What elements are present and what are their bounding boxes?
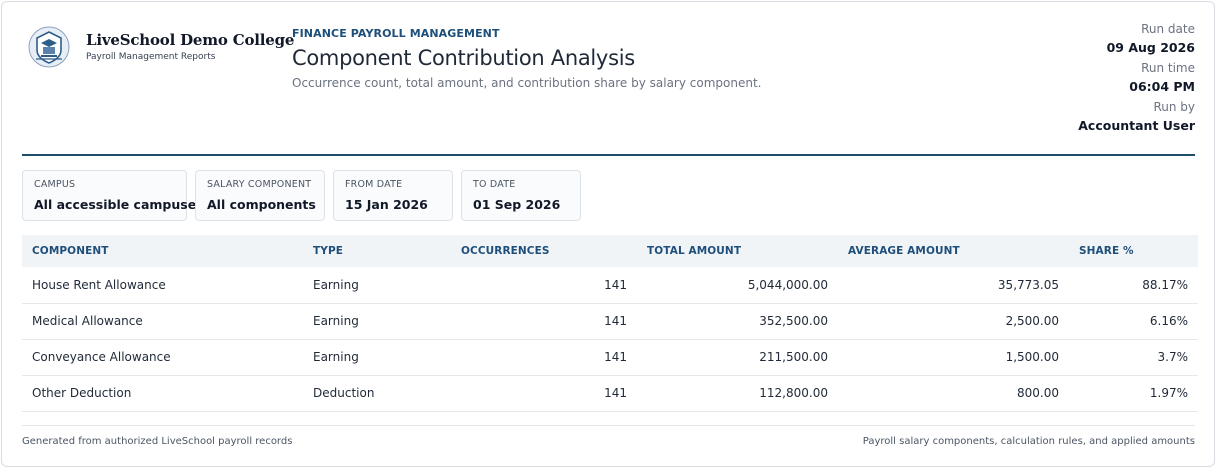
- brand-subtitle: Payroll Management Reports: [86, 52, 216, 62]
- cell-occurrences: 141: [451, 339, 637, 376]
- page-title: Component Contribution Analysis: [292, 46, 635, 70]
- header-divider: [22, 154, 1195, 156]
- cell-total-amount: 5,044,000.00: [637, 267, 838, 304]
- cell-type: Earning: [303, 339, 451, 376]
- cell-occurrences: 141: [451, 267, 637, 304]
- cell-total-amount: 352,500.00: [637, 303, 838, 340]
- cell-type: Deduction: [303, 375, 451, 412]
- table-row: Medical Allowance Earning 141 352,500.00…: [22, 303, 1198, 340]
- run-date-label: Run date: [1141, 22, 1195, 36]
- cell-total-amount: 112,800.00: [637, 375, 838, 412]
- cell-average-amount: 2,500.00: [838, 303, 1069, 340]
- cell-average-amount: 1,500.00: [838, 339, 1069, 376]
- run-time-label: Run time: [1141, 61, 1195, 75]
- filter-label: TO DATE: [473, 179, 516, 190]
- run-date-value: 09 Aug 2026: [1106, 40, 1195, 55]
- table-row: Other Deduction Deduction 141 112,800.00…: [22, 375, 1198, 412]
- filter-summary: CAMPUS All accessible campuses SALARY CO…: [22, 170, 581, 221]
- run-by-label: Run by: [1153, 100, 1195, 114]
- title-block: FINANCE PAYROLL MANAGEMENT Component Con…: [292, 27, 761, 90]
- col-component: COMPONENT: [22, 235, 303, 267]
- cell-component: House Rent Allowance: [22, 267, 303, 304]
- table-header-row: COMPONENT TYPE OCCURRENCES TOTAL AMOUNT …: [22, 235, 1198, 267]
- college-crest-icon: [28, 26, 70, 68]
- report-category: FINANCE PAYROLL MANAGEMENT: [292, 27, 500, 40]
- filter-value: All components: [207, 197, 316, 212]
- cell-component: Other Deduction: [22, 375, 303, 412]
- run-by-value: Accountant User: [1078, 118, 1195, 133]
- col-average-amount: AVERAGE AMOUNT: [838, 235, 1069, 267]
- col-type: TYPE: [303, 235, 451, 267]
- run-time-value: 06:04 PM: [1129, 79, 1195, 94]
- filter-to-date: TO DATE 01 Sep 2026: [461, 170, 581, 221]
- filter-salary-component: SALARY COMPONENT All components: [195, 170, 325, 221]
- footer-scope-note: Payroll salary components, calculation r…: [862, 436, 1195, 447]
- footer-source-note: Generated from authorized LiveSchool pay…: [22, 436, 293, 447]
- report-description: Occurrence count, total amount, and cont…: [292, 76, 762, 90]
- cell-share: 1.97%: [1069, 375, 1198, 412]
- filter-label: CAMPUS: [34, 179, 76, 190]
- filter-from-date: FROM DATE 15 Jan 2026: [333, 170, 453, 221]
- col-total-amount: TOTAL AMOUNT: [637, 235, 838, 267]
- col-share: SHARE %: [1069, 235, 1198, 267]
- table-row: House Rent Allowance Earning 141 5,044,0…: [22, 267, 1198, 304]
- cell-average-amount: 35,773.05: [838, 267, 1069, 304]
- cell-share: 88.17%: [1069, 267, 1198, 304]
- college-name: LiveSchool Demo College: [86, 31, 295, 49]
- filter-label: FROM DATE: [345, 179, 403, 190]
- cell-total-amount: 211,500.00: [637, 339, 838, 376]
- component-table: COMPONENT TYPE OCCURRENCES TOTAL AMOUNT …: [22, 235, 1198, 412]
- footer-divider: [22, 425, 1195, 426]
- brand-block: LiveSchool Demo College Payroll Manageme…: [28, 26, 294, 68]
- cell-share: 6.16%: [1069, 303, 1198, 340]
- cell-average-amount: 800.00: [838, 375, 1069, 412]
- col-occurrences: OCCURRENCES: [451, 235, 637, 267]
- cell-component: Conveyance Allowance: [22, 339, 303, 376]
- cell-occurrences: 141: [451, 303, 637, 340]
- cell-occurrences: 141: [451, 375, 637, 412]
- cell-type: Earning: [303, 303, 451, 340]
- filter-campus: CAMPUS All accessible campuses: [22, 170, 204, 221]
- filter-value: 01 Sep 2026: [473, 197, 561, 212]
- cell-share: 3.7%: [1069, 339, 1198, 376]
- filter-value: 15 Jan 2026: [345, 197, 428, 212]
- cell-component: Medical Allowance: [22, 303, 303, 340]
- run-meta: Run date 09 Aug 2026 Run time 06:04 PM R…: [1078, 22, 1195, 139]
- cell-type: Earning: [303, 267, 451, 304]
- filter-value: All accessible campuses: [34, 197, 204, 212]
- filter-label: SALARY COMPONENT: [207, 179, 312, 190]
- table-row: Conveyance Allowance Earning 141 211,500…: [22, 339, 1198, 376]
